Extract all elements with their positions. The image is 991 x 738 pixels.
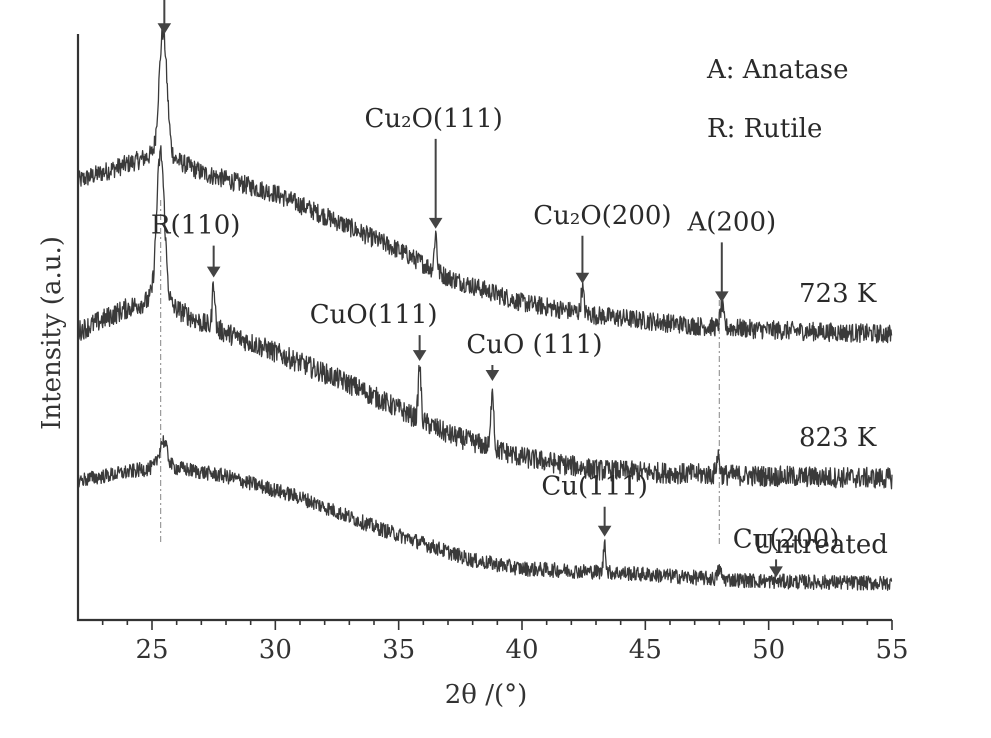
peak-label: CuO(111) <box>310 300 438 330</box>
reference-lines <box>160 200 720 545</box>
x-tick-label: 40 <box>505 635 538 665</box>
series-line-823-k <box>77 145 893 490</box>
peak-arrow <box>412 335 427 361</box>
x-tick-label: 30 <box>259 635 292 665</box>
peak-label: Cu(200) <box>733 524 840 554</box>
peak-labels: A(101)Cu₂O(111)Cu₂O(200)A(200)R(110)CuO(… <box>151 104 840 555</box>
series-label-723k: 723 K <box>799 279 877 309</box>
peak-arrow <box>485 365 500 381</box>
y-axis-label: Intensity (a.u.) <box>37 236 67 430</box>
peak-label: CuO (111) <box>466 330 602 360</box>
peak-label: R(110) <box>151 211 241 241</box>
series-line-723-k <box>77 23 893 344</box>
peak-arrow <box>597 506 612 537</box>
peak-arrows <box>157 0 783 578</box>
x-tick-label: 50 <box>752 635 785 665</box>
peak-arrow <box>714 242 729 303</box>
series-label-untreated: Untreated <box>753 530 888 560</box>
curves-group <box>77 23 893 591</box>
x-axis-label: 2θ /(°) <box>445 680 528 710</box>
peak-arrow <box>206 245 221 278</box>
x-tick-label: 25 <box>135 635 168 665</box>
x-tick-label: 45 <box>629 635 662 665</box>
peak-label: A(200) <box>686 207 776 237</box>
series-line-untreated <box>77 435 893 591</box>
x-tick-label: 35 <box>382 635 415 665</box>
peak-label: Cu(111) <box>541 472 648 502</box>
peak-arrow <box>428 138 443 229</box>
peak-label: Cu₂O(200) <box>533 201 671 231</box>
legend-rutile: R: Rutile <box>707 114 822 144</box>
series-label-823k: 823 K <box>799 423 877 453</box>
x-axis-ticks: 25 30 35 40 45 50 55 <box>101 620 909 665</box>
peak-arrow <box>575 235 590 284</box>
peak-label: Cu₂O(111) <box>365 104 503 134</box>
legend-anatase: A: Anatase <box>706 55 849 85</box>
peak-arrow <box>157 0 172 35</box>
peak-arrow <box>769 559 783 578</box>
x-tick-label: 55 <box>875 635 908 665</box>
